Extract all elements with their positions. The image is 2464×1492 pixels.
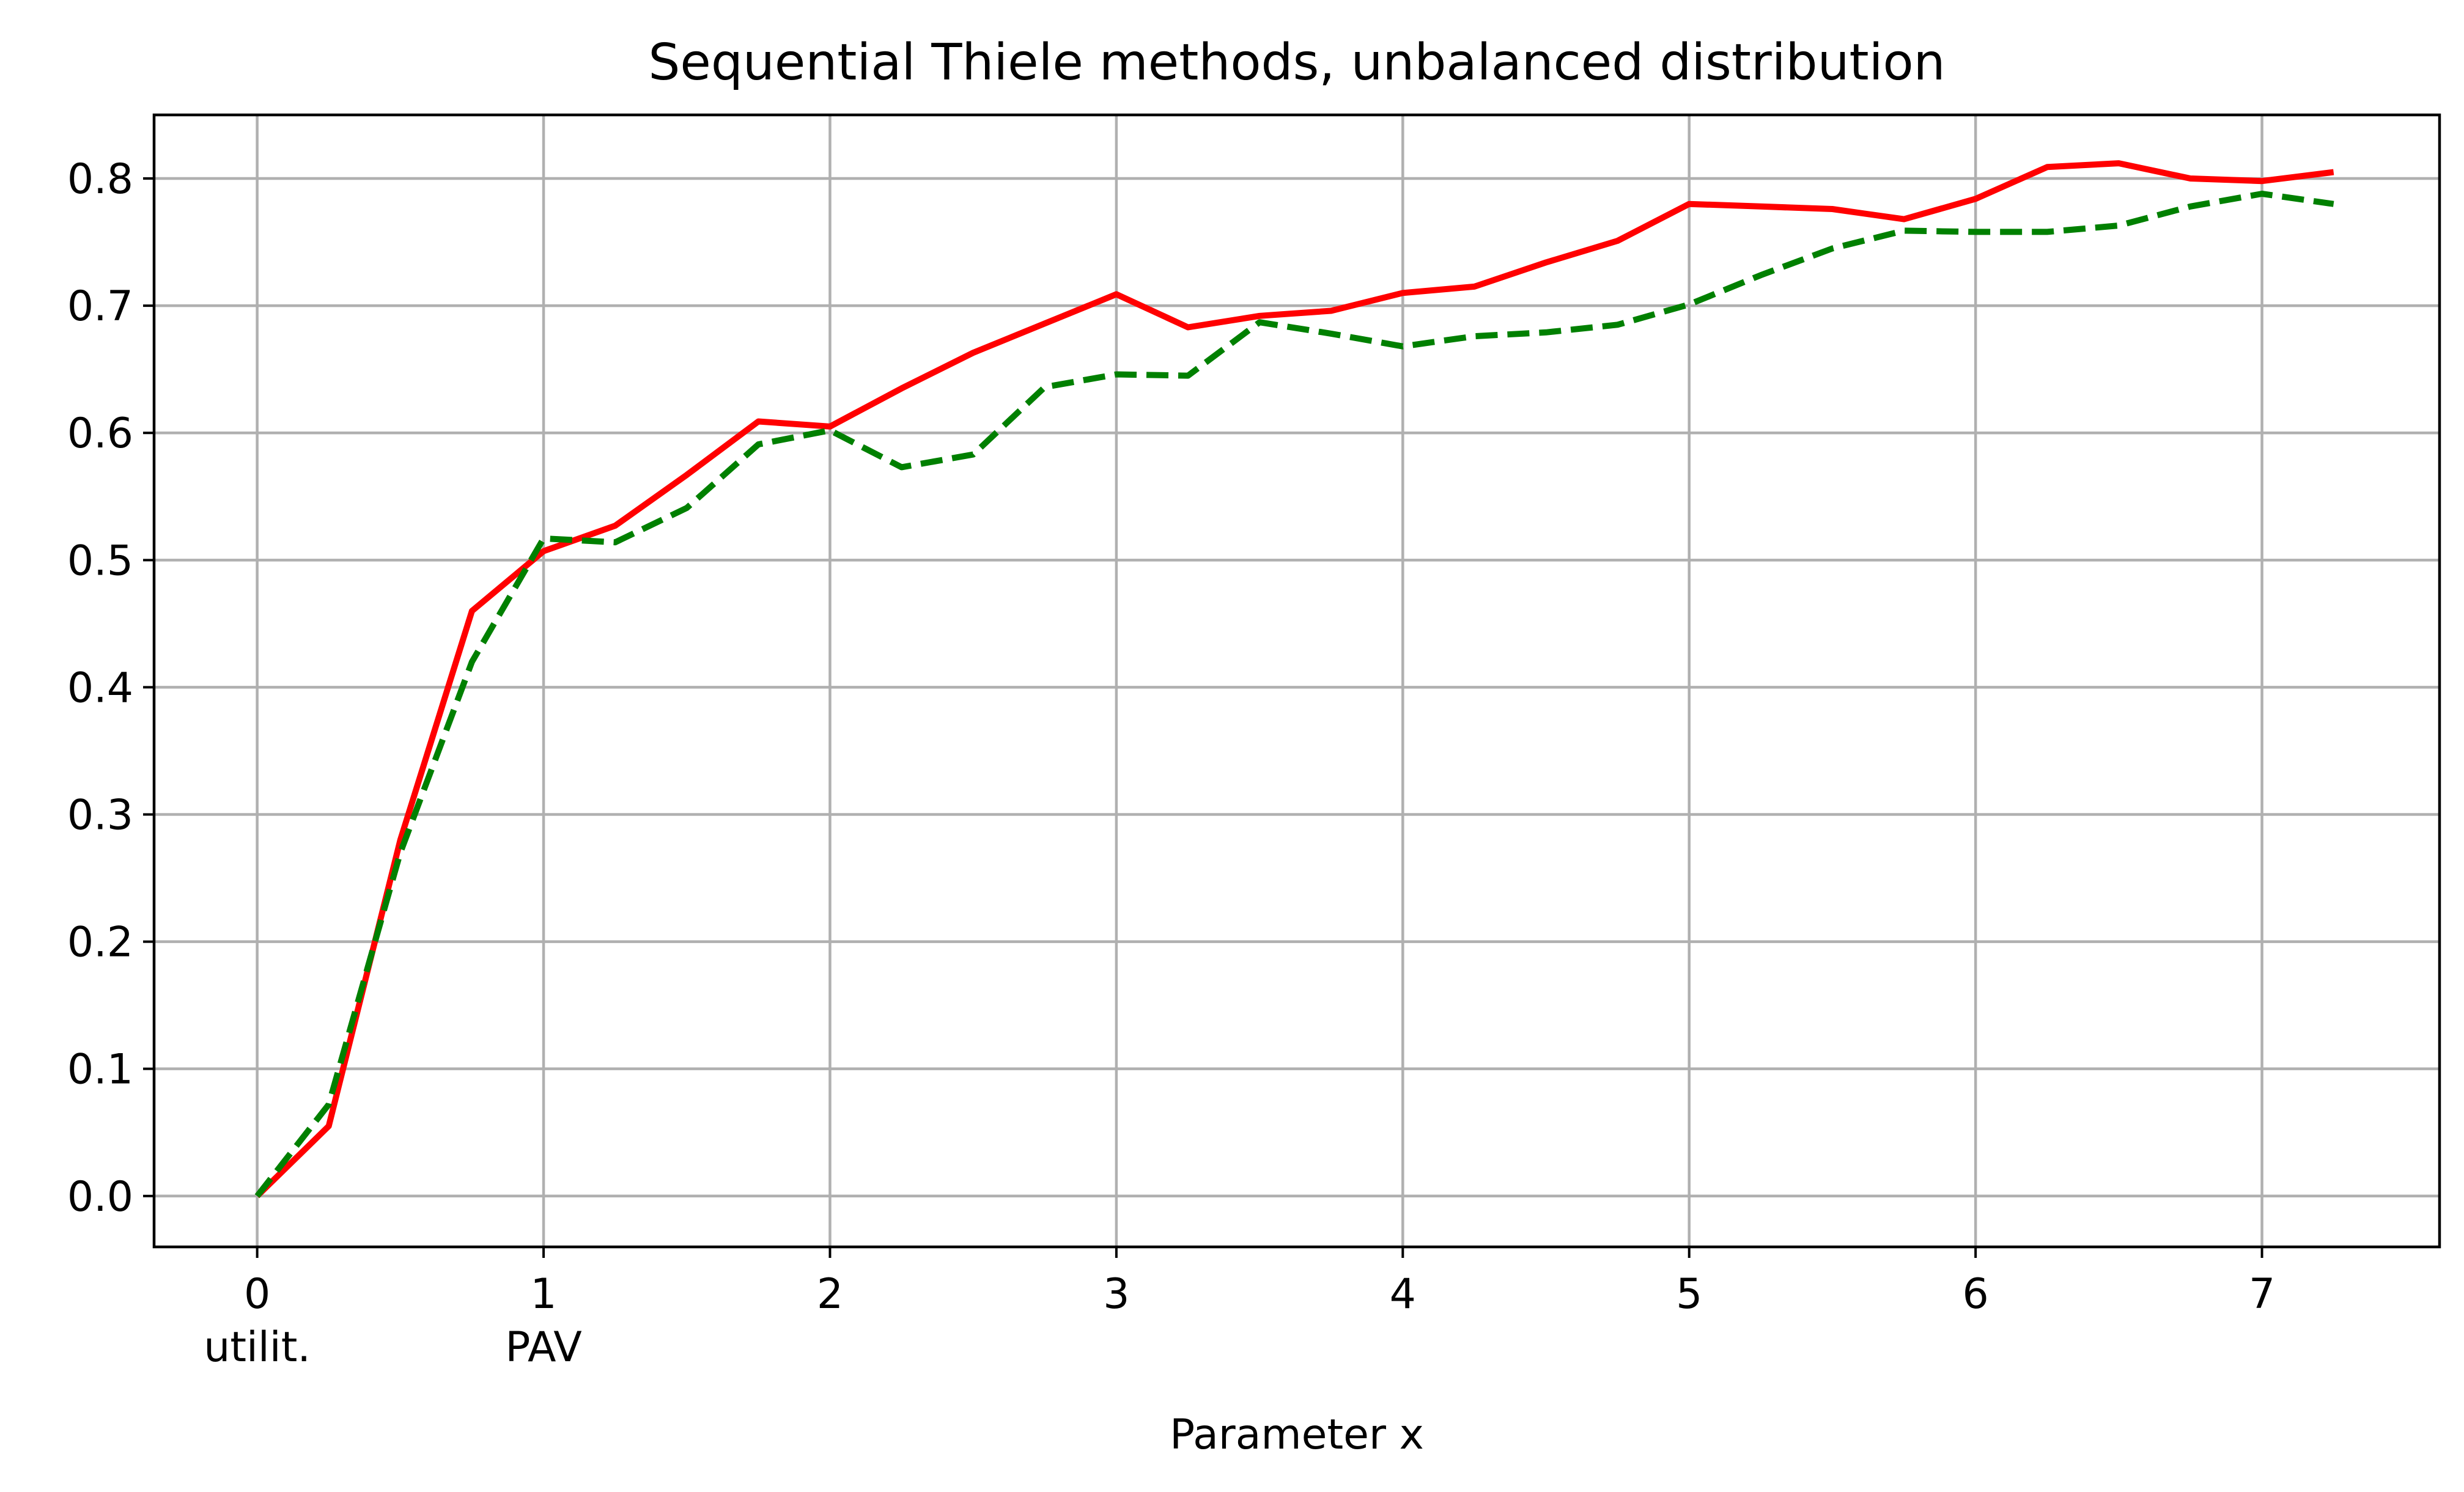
series-layer bbox=[254, 160, 2334, 1199]
x-tick-label: 3 bbox=[1103, 1270, 1129, 1318]
y-tick-label: 0.4 bbox=[67, 664, 133, 712]
ticks: 0 1 2 3 4 5 6 7 utilit. PAV 0.0 0.1 0.2 0.3 0.4 0.5 0.6 0… bbox=[67, 155, 2275, 1372]
series-line-1 bbox=[255, 160, 2334, 1199]
y-tick-label: 0.7 bbox=[67, 282, 133, 331]
x-tick-sublabel: utilit. bbox=[204, 1323, 311, 1372]
y-tick-label: 0.0 bbox=[67, 1173, 133, 1221]
y-tick-label: 0.8 bbox=[67, 155, 133, 204]
y-tick-label: 0.2 bbox=[67, 919, 133, 967]
chart-title: Sequential Thiele methods, unbalanced di… bbox=[648, 34, 1945, 92]
grid bbox=[154, 115, 2440, 1247]
x-tick-label: 7 bbox=[2249, 1270, 2275, 1318]
x-axis-label: Parameter x bbox=[1170, 1411, 1424, 1459]
x-tick-label: 1 bbox=[530, 1270, 556, 1318]
y-tick-label: 0.5 bbox=[67, 537, 133, 585]
y-tick-label: 0.1 bbox=[67, 1046, 133, 1094]
x-tick-label: 4 bbox=[1390, 1270, 1416, 1318]
x-tick-label: 0 bbox=[244, 1270, 270, 1318]
x-tick-sublabel: PAV bbox=[505, 1323, 581, 1372]
x-tick-label: 5 bbox=[1676, 1270, 1702, 1318]
plot-frame bbox=[152, 113, 2441, 1249]
x-tick-label: 2 bbox=[817, 1270, 843, 1318]
x-tick-label: 6 bbox=[1963, 1270, 1989, 1318]
y-tick-label: 0.3 bbox=[67, 791, 133, 839]
series-line-2 bbox=[254, 191, 2334, 1198]
y-tick-label: 0.6 bbox=[67, 410, 133, 458]
